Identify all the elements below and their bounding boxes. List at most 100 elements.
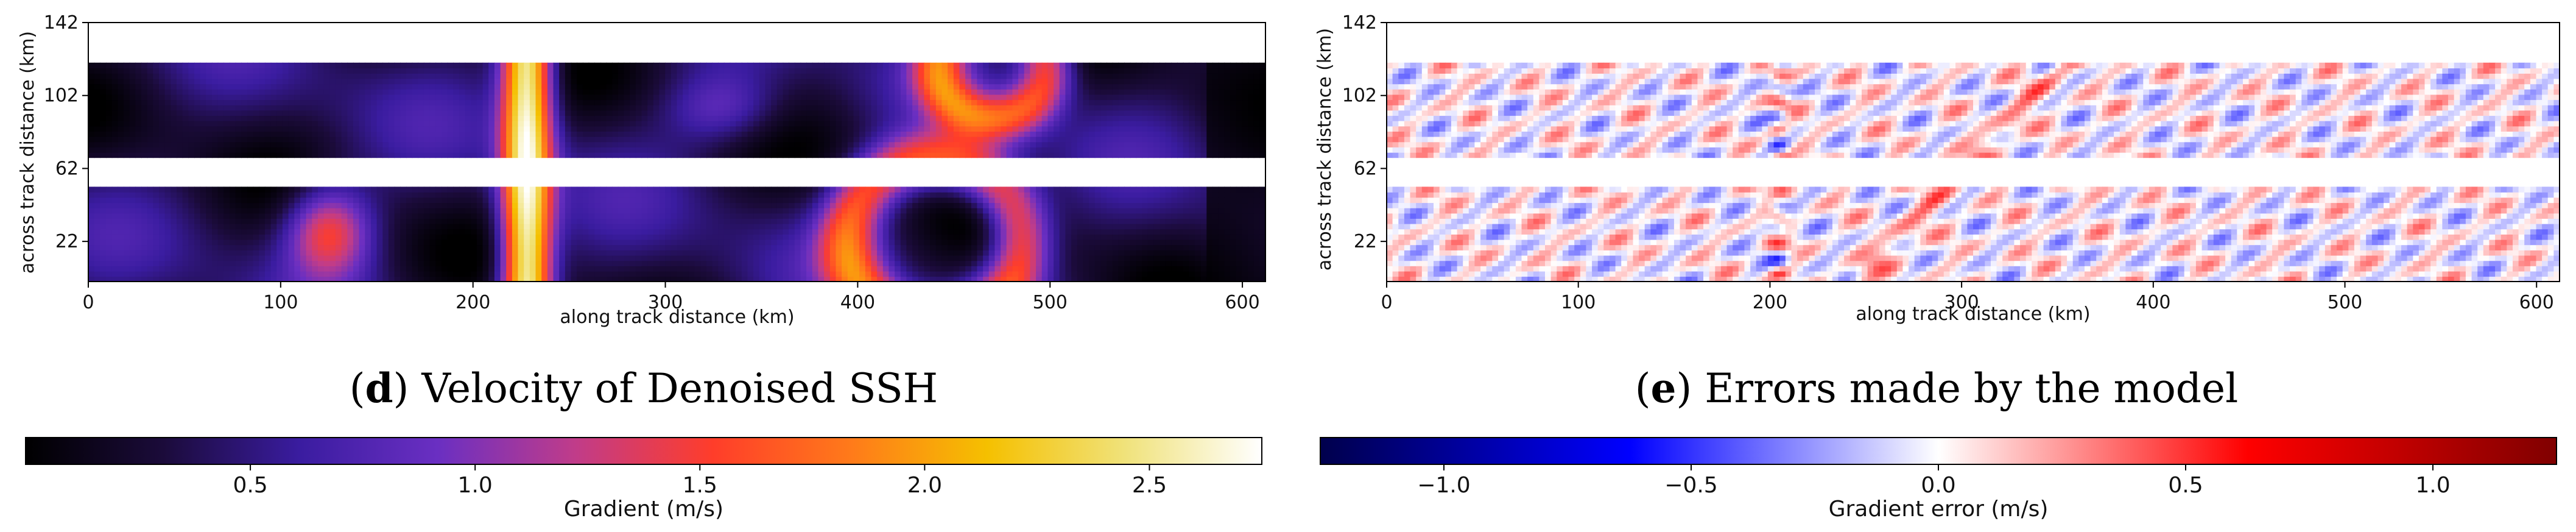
heatmap-cell <box>588 255 595 261</box>
heatmap-cell <box>206 147 213 153</box>
heatmap-cell <box>906 136 913 143</box>
heatmap-cell <box>747 141 754 147</box>
heatmap-cell <box>129 121 136 127</box>
heatmap-cell <box>212 126 219 132</box>
heatmap-cell <box>88 255 95 261</box>
heatmap-cell <box>836 126 842 132</box>
heatmap-cell <box>812 223 819 230</box>
heatmap-cell <box>1242 276 1248 282</box>
heatmap-cell <box>1124 202 1131 208</box>
heatmap-cell <box>482 208 490 214</box>
heatmap-cell <box>736 276 742 282</box>
heatmap-cell <box>723 213 731 219</box>
heatmap-cell <box>712 192 719 198</box>
heatmap-cell <box>247 250 254 256</box>
heatmap-cell <box>1200 223 1208 230</box>
heatmap-cell <box>365 239 371 246</box>
heatmap-cell <box>412 276 419 282</box>
heatmap-cell <box>541 266 548 272</box>
heatmap-cell <box>223 121 230 127</box>
heatmap-cell <box>177 266 183 272</box>
heatmap-cell <box>1259 197 1266 204</box>
heatmap-cell <box>1018 223 1025 230</box>
heatmap-cell <box>871 266 878 272</box>
heatmap-cell <box>882 229 890 235</box>
heatmap-cell <box>535 244 542 250</box>
heatmap-cell <box>1142 131 1149 137</box>
heatmap-cell <box>459 250 466 256</box>
heatmap-cell <box>124 136 130 143</box>
heatmap-cell <box>400 202 407 208</box>
heatmap-cell <box>865 186 872 193</box>
heatmap-cell <box>582 266 589 272</box>
heatmap-cell <box>1047 271 1054 277</box>
heatmap-cell <box>111 186 119 193</box>
heatmap-cell <box>188 239 195 246</box>
heatmap-cell <box>618 136 625 143</box>
heatmap-cell <box>971 126 978 132</box>
heatmap-cell <box>906 192 913 198</box>
heatmap-cell <box>288 250 295 256</box>
heatmap-cell <box>1094 147 1102 153</box>
heatmap-cell <box>906 229 913 235</box>
heatmap-cell <box>582 192 589 198</box>
heatmap-cell <box>323 244 331 250</box>
heatmap-cell <box>230 213 236 219</box>
heatmap-cell <box>182 186 189 193</box>
heatmap-cell <box>323 126 331 132</box>
heatmap-cell <box>924 208 931 214</box>
heatmap-cell <box>1118 141 1125 147</box>
heatmap-cell <box>730 271 736 277</box>
heatmap-cell <box>412 136 419 143</box>
heatmap-cell <box>1200 213 1208 219</box>
heatmap-cell <box>264 276 272 282</box>
heatmap-cell <box>106 223 113 230</box>
heatmap-cell <box>918 126 925 132</box>
heatmap-cell <box>447 218 454 224</box>
heatmap-cell <box>200 126 207 132</box>
heatmap-cell <box>824 234 831 240</box>
heatmap-cell <box>1112 141 1119 147</box>
heatmap-cell <box>582 147 589 153</box>
heatmap-cell <box>988 239 996 246</box>
heatmap-cell <box>718 239 725 246</box>
heatmap-cell <box>406 276 413 282</box>
heatmap-cell <box>1107 121 1113 127</box>
heatmap-cell <box>288 121 295 127</box>
heatmap-cell <box>794 192 801 198</box>
heatmap-cell <box>1230 271 1237 277</box>
heatmap-cell <box>359 223 366 230</box>
heatmap-cell <box>223 276 230 282</box>
heatmap-cell <box>659 141 666 147</box>
heatmap-cell <box>471 202 477 208</box>
heatmap-cell <box>559 213 566 219</box>
heatmap-cell <box>200 255 207 261</box>
heatmap-cell <box>153 121 160 127</box>
heatmap-cell <box>111 213 119 219</box>
heatmap-cell <box>618 186 625 193</box>
heatmap-cell <box>765 218 772 224</box>
heatmap-cell <box>1054 192 1060 198</box>
heatmap-cell <box>800 197 807 204</box>
heatmap-cell <box>482 202 490 208</box>
heatmap-cell <box>418 208 424 214</box>
heatmap-cell <box>106 266 113 272</box>
heatmap-cell <box>171 208 177 214</box>
heatmap-cell <box>164 260 172 266</box>
heatmap-cell <box>1112 223 1119 230</box>
heatmap-cell <box>482 218 490 224</box>
heatmap-cell <box>971 202 978 208</box>
heatmap-cell <box>994 197 1001 204</box>
heatmap-cell <box>965 255 972 261</box>
heatmap-cell <box>741 266 748 272</box>
heatmap-cell <box>1006 239 1013 246</box>
heatmap-cell <box>1024 126 1031 132</box>
heatmap-cell <box>829 229 837 235</box>
heatmap-cell <box>1024 276 1031 282</box>
heatmap-cell <box>347 147 354 153</box>
heatmap-cell <box>1189 202 1195 208</box>
heatmap-cell <box>1071 234 1078 240</box>
heatmap-cell <box>129 131 136 137</box>
heatmap-cell <box>488 197 495 204</box>
heatmap-cell <box>418 126 424 132</box>
